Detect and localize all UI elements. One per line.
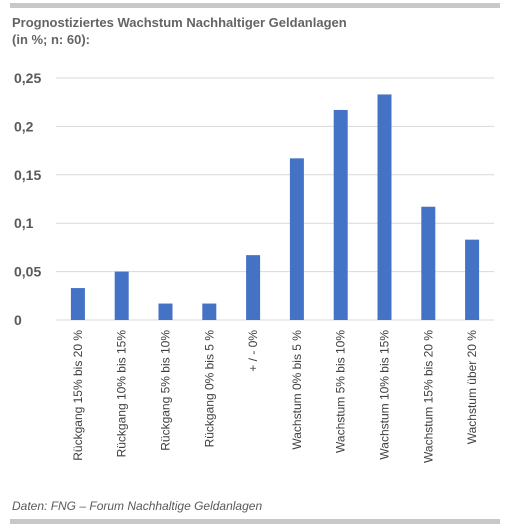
x-tick-label: Wachstum 15% bis 20 % <box>421 330 435 463</box>
y-tick-label: 0,05 <box>14 264 41 280</box>
source-note: Daten: FNG – Forum Nachhaltige Geldanlag… <box>12 499 263 513</box>
y-tick-label: 0,15 <box>14 167 41 183</box>
x-tick-label: Wachstum über 20 % <box>465 330 479 445</box>
chart-title: Prognostiziertes Wachstum Nachhaltiger G… <box>12 14 347 48</box>
y-tick-label: 0 <box>14 312 22 328</box>
bar <box>289 158 304 320</box>
bar <box>421 206 436 320</box>
x-tick-label: Rückgang 10% bis 15% <box>115 330 129 458</box>
bar <box>114 271 129 320</box>
x-tick-label: Rückgang 0% bis 5 % <box>202 330 216 448</box>
chart-title-line-1: Prognostiziertes Wachstum Nachhaltiger G… <box>12 15 347 30</box>
y-tick-label: 0,25 <box>14 70 41 86</box>
y-tick-label: 0,1 <box>14 215 34 231</box>
x-tick-label: Wachstum 0% bis 5 % <box>290 330 304 450</box>
x-tick-label: Rückgang 5% bis 10% <box>159 330 173 451</box>
x-tick-label: + / - 0% <box>246 330 260 372</box>
bar <box>246 255 261 320</box>
bar <box>70 288 85 320</box>
chart-title-line-2: (in %; n: 60): <box>12 32 90 47</box>
x-tick-label: Wachstum 5% bis 10% <box>334 330 348 453</box>
bar <box>333 109 348 320</box>
bottom-rule <box>10 519 500 524</box>
bar <box>158 303 173 320</box>
bar <box>202 303 217 320</box>
x-tick-label: Wachstum 10% bis 15% <box>378 330 392 460</box>
top-rule <box>10 3 500 8</box>
bar <box>465 239 480 320</box>
x-tick-label: Rückgang 15% bis 20 % <box>71 330 85 461</box>
y-tick-label: 0,2 <box>14 118 34 134</box>
bar <box>377 94 392 321</box>
